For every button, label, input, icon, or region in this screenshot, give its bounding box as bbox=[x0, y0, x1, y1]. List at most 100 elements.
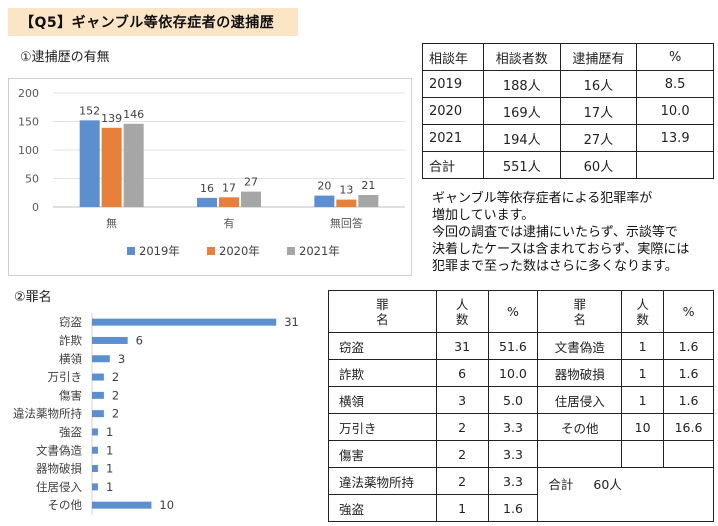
arrest-stats-table: 相談年 相談者数 逮捕歴有 % 2019 188人 16人 8.5 2020 1… bbox=[422, 43, 714, 179]
data-label: 21 bbox=[361, 179, 375, 192]
table-cell: 13.9 bbox=[636, 124, 714, 152]
category-label: その他 bbox=[48, 498, 83, 512]
page-title-bar: 【Q5】ギャンブル等依存症者の逮捕歴 bbox=[8, 8, 298, 36]
table-row: 詐欺 6 10.0 器物破損 1 1.6 bbox=[328, 359, 714, 387]
data-label: 10 bbox=[159, 498, 174, 512]
table-cell: 551人 bbox=[482, 151, 561, 179]
table-header-cell: 逮捕歴有 bbox=[559, 43, 638, 71]
table-cell: 5.0 bbox=[487, 386, 539, 414]
table-cell bbox=[621, 440, 665, 468]
header-text: 名 bbox=[376, 311, 389, 327]
data-label: 27 bbox=[244, 176, 258, 189]
bar bbox=[92, 336, 128, 344]
y-tick-label: 0 bbox=[32, 201, 39, 214]
table-cell: 器物破損 bbox=[537, 359, 623, 387]
table-cell bbox=[537, 440, 623, 468]
table-cell: 10 bbox=[621, 413, 665, 441]
data-label: 2 bbox=[112, 388, 119, 402]
bar bbox=[92, 318, 277, 326]
table-header-row: 相談年 相談者数 逮捕歴有 % bbox=[422, 43, 714, 71]
category-label: 傷害 bbox=[59, 388, 82, 402]
data-label: 31 bbox=[284, 315, 299, 329]
table-cell: 3.3 bbox=[487, 413, 539, 441]
table-cell: 文書偽造 bbox=[537, 332, 623, 360]
table-header-cell: 罪名 bbox=[537, 290, 623, 333]
bar bbox=[219, 197, 239, 207]
table-row: 横領 3 5.0 住居侵入 1 1.6 bbox=[328, 386, 714, 414]
x-tick-label: 無 bbox=[106, 216, 117, 230]
data-label: 1 bbox=[106, 443, 113, 457]
bar bbox=[358, 195, 379, 207]
table-row: 強盗 1 1.6 bbox=[328, 494, 714, 522]
bar bbox=[92, 410, 104, 418]
data-label: 139 bbox=[101, 112, 122, 125]
legend-label: 2019年 bbox=[139, 244, 180, 258]
table-cell: 10.0 bbox=[636, 97, 714, 125]
table-cell: 合計 bbox=[422, 151, 484, 179]
table-row: 2019 188人 16人 8.5 bbox=[422, 70, 714, 98]
bar bbox=[92, 428, 98, 436]
data-label: 1 bbox=[106, 425, 113, 439]
table-cell: 強盗 bbox=[328, 494, 437, 522]
bar bbox=[197, 197, 217, 207]
note-text: ギャンブル等依存症者による犯罪率が 増加しています。 今回の調査では逮捕にいたら… bbox=[432, 190, 718, 275]
table-cell: 横領 bbox=[328, 386, 437, 414]
header-text: 人 bbox=[455, 296, 469, 312]
table-cell: 188人 bbox=[482, 70, 561, 98]
section-label-crime-type: ②罪名 bbox=[14, 290, 52, 305]
header-text: 人 bbox=[636, 296, 649, 312]
table-header-cell: % bbox=[487, 290, 539, 333]
header-text: 罪 bbox=[573, 296, 587, 312]
table-cell: 16人 bbox=[559, 70, 638, 98]
table-cell: 1.6 bbox=[663, 386, 714, 414]
bar bbox=[92, 483, 98, 491]
data-label: 6 bbox=[136, 333, 143, 347]
table-cell: 2019 bbox=[422, 70, 484, 98]
header-text: 数 bbox=[455, 311, 469, 327]
data-label: 2 bbox=[112, 370, 119, 384]
data-label: 3 bbox=[118, 352, 125, 366]
note-line: 今回の調査では逮捕にいたらず、示談等で bbox=[432, 225, 678, 240]
table-cell: 6 bbox=[435, 359, 489, 387]
note-line: 犯罪まで至った数はさらに多くなります。 bbox=[432, 259, 678, 274]
table-cell: 1 bbox=[621, 332, 665, 360]
data-label: 2 bbox=[112, 407, 119, 421]
table-cell: 60人 bbox=[559, 151, 638, 179]
category-label: 違法薬物所持 bbox=[13, 407, 82, 421]
arrest-history-chart-frame: 0 50 100 150 200 152 139 146 無 16 17 27 有 20 13 21 無回答 20… bbox=[8, 78, 412, 276]
table-header-cell: % bbox=[663, 290, 714, 333]
y-tick-label: 100 bbox=[18, 144, 39, 157]
table-row: 違法薬物所持 2 3.3 合計 60人 bbox=[328, 467, 714, 522]
category-label: 住居侵入 bbox=[36, 480, 82, 494]
table-header-cell: 相談者数 bbox=[482, 43, 561, 71]
table-cell: 1.6 bbox=[487, 494, 539, 522]
category-label: 強盗 bbox=[59, 425, 82, 439]
x-tick-label: 無回答 bbox=[330, 216, 363, 230]
table-cell: 16.6 bbox=[663, 413, 714, 441]
table-row: 窃盗 31 51.6 文書偽造 1 1.6 bbox=[328, 332, 714, 360]
data-label: 152 bbox=[79, 104, 100, 117]
table-cell: 窃盗 bbox=[328, 332, 437, 360]
table-row: 2021 194人 27人 13.9 bbox=[422, 124, 714, 152]
note-line: ギャンブル等依存症者による犯罪率が bbox=[432, 191, 653, 206]
table-cell: 2 bbox=[435, 413, 489, 441]
table-cell: 2 bbox=[435, 440, 489, 468]
crime-type-chart: 窃盗 31 詐欺 6 横領 3 万引き 2 傷害 2 違法薬物所持 2 強盗 1 文書偽造 1 器物破損 1 住居侵… bbox=[13, 313, 299, 515]
total-label: 合計 bbox=[548, 477, 574, 492]
category-label: 詐欺 bbox=[59, 333, 82, 347]
legend-label: 2020年 bbox=[219, 244, 260, 258]
legend-swatch bbox=[127, 247, 135, 255]
table-cell bbox=[636, 151, 714, 179]
table-cell: 3.3 bbox=[487, 467, 539, 495]
bar bbox=[92, 446, 98, 454]
x-tick-label: 有 bbox=[224, 216, 235, 230]
legend-label: 2021年 bbox=[299, 244, 340, 258]
table-cell: 3.3 bbox=[487, 440, 539, 468]
section-label-arrest-history: ①逮捕歴の有無 bbox=[20, 50, 110, 65]
category-label: 万引き bbox=[48, 370, 83, 384]
table-cell: 2021 bbox=[422, 124, 484, 152]
table-header-cell: 罪名 bbox=[328, 290, 437, 333]
legend-swatch bbox=[207, 247, 215, 255]
header-text: 数 bbox=[636, 311, 649, 327]
table-row: 傷害 2 3.3 bbox=[328, 440, 714, 468]
